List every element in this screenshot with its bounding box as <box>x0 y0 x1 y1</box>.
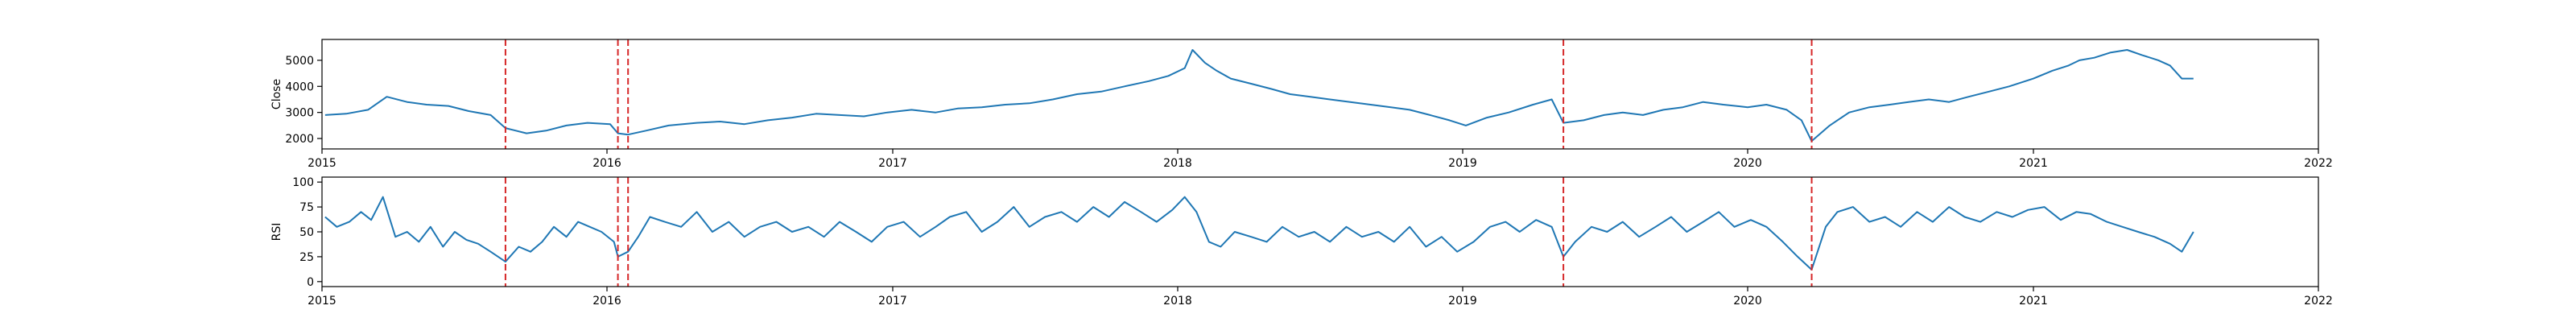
y-tick-label: 100 <box>292 176 314 189</box>
y-tick-label: 0 <box>307 276 314 289</box>
y-tick-label: 25 <box>299 251 314 264</box>
x-tick-label: 2018 <box>1163 295 1192 308</box>
x-tick-label: 2022 <box>2304 157 2333 170</box>
x-tick-label: 2018 <box>1163 157 1192 170</box>
y-axis-label: Close <box>270 79 283 109</box>
axes-frame <box>321 39 2319 150</box>
y-tick-label: 75 <box>299 201 314 214</box>
x-tick-label: 2015 <box>308 295 336 308</box>
x-tick-label: 2021 <box>2019 295 2048 308</box>
x-tick-label: 2015 <box>308 157 336 170</box>
close-price-chart: 2015 2016 2017 2018 2019 2020 2021 2022 2000 3000… <box>270 39 2333 170</box>
x-tick-label: 2021 <box>2019 157 2048 170</box>
x-tick-label: 2020 <box>1733 295 1762 308</box>
x-tick-label: 2019 <box>1448 157 1477 170</box>
x-tick-label: 2019 <box>1448 295 1477 308</box>
x-tick-label: 2022 <box>2304 295 2333 308</box>
y-tick-label: 2000 <box>285 133 314 146</box>
x-tick-label: 2016 <box>592 157 621 170</box>
x-tick-label: 2017 <box>878 295 907 308</box>
y-tick-label: 50 <box>299 226 314 239</box>
x-tick-label: 2020 <box>1733 157 1762 170</box>
y-tick-label: 3000 <box>285 107 314 120</box>
series-line <box>324 49 2194 142</box>
rsi-chart: 2015 2016 2017 2018 2019 2020 2021 2022 0 25 50 75 1… <box>270 176 2333 308</box>
y-axis-label: RSI <box>270 223 283 242</box>
y-tick-label: 5000 <box>285 55 314 68</box>
x-tick-label: 2016 <box>592 295 621 308</box>
x-tick-label: 2017 <box>878 157 907 170</box>
series-line <box>324 196 2194 270</box>
y-tick-label: 4000 <box>285 80 314 93</box>
